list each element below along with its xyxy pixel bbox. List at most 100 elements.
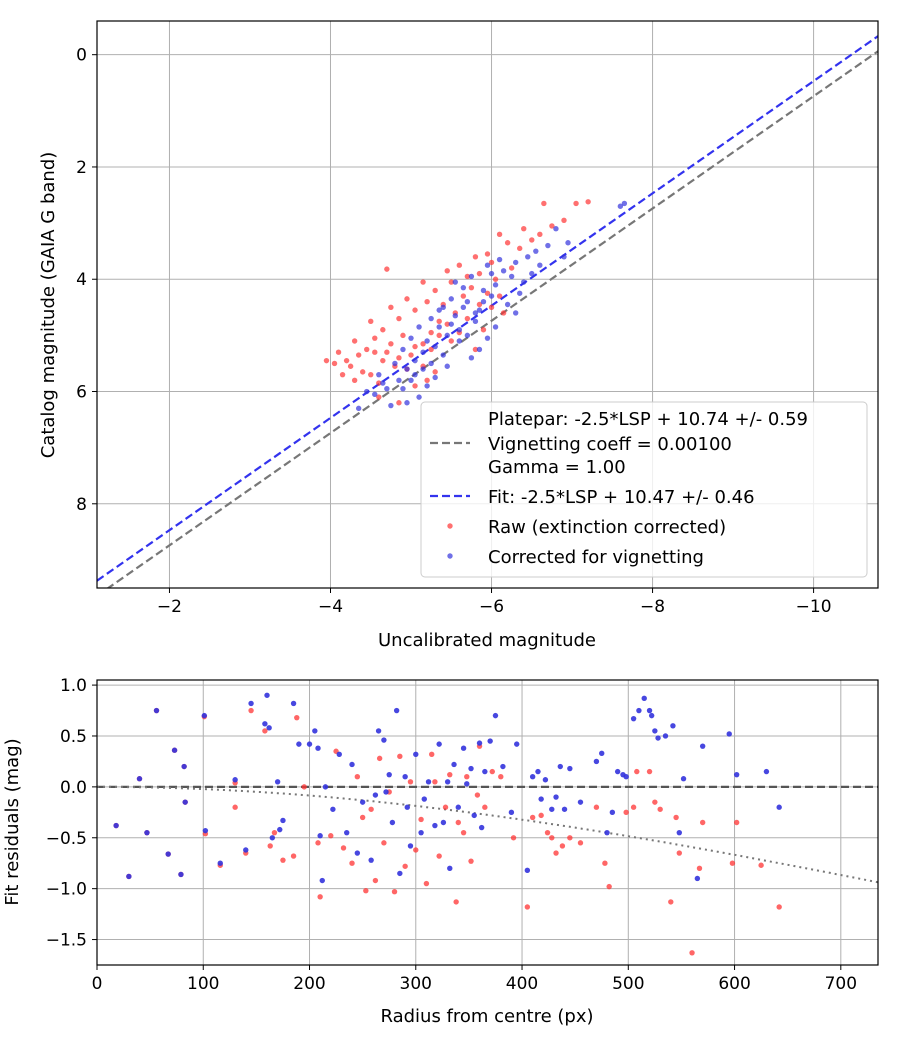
corrected-residual-point xyxy=(646,707,653,714)
raw-point xyxy=(476,301,483,308)
raw-point xyxy=(400,332,406,339)
raw-residual-point xyxy=(429,751,435,758)
corrected-point xyxy=(468,355,475,361)
raw-point xyxy=(573,200,579,207)
corrected-residual-point xyxy=(418,829,424,836)
raw-residual-point xyxy=(262,728,268,734)
legend-entry: Platepar: -2.5*LSP + 10.74 +/- 0.59 xyxy=(488,409,808,430)
corrected-point xyxy=(537,262,543,268)
corrected-point xyxy=(412,371,418,378)
corrected-point xyxy=(432,343,438,350)
corrected-residual-point xyxy=(201,712,208,719)
x-tick-label: 200 xyxy=(293,974,325,994)
corrected-point xyxy=(436,307,442,313)
corrected-residual-point xyxy=(553,794,559,800)
x-tick-label: 500 xyxy=(612,974,644,994)
corrected-residual-point xyxy=(182,799,188,805)
raw-point xyxy=(484,290,491,296)
corrected-point xyxy=(404,400,410,406)
corrected-point xyxy=(504,301,511,308)
corrected-point xyxy=(460,284,467,291)
raw-residual-point xyxy=(453,899,459,905)
corrected-point xyxy=(456,338,463,344)
corrected-residual-point xyxy=(577,799,584,805)
raw-residual-point xyxy=(553,850,559,856)
corrected-point xyxy=(420,366,426,372)
corrected-point xyxy=(452,279,458,285)
raw-residual-point xyxy=(696,865,703,872)
corrected-residual-point xyxy=(447,865,453,872)
raw-residual-point xyxy=(407,779,414,785)
raw-point xyxy=(351,338,358,344)
corrected-residual-point xyxy=(444,779,451,785)
raw-point xyxy=(412,383,418,389)
corrected-point xyxy=(617,203,624,209)
corrected-residual-point xyxy=(436,741,442,747)
x-tick-label: −2 xyxy=(157,597,182,617)
raw-residual-point xyxy=(447,771,453,778)
raw-point xyxy=(484,251,491,257)
corrected-residual-point xyxy=(171,747,178,753)
raw-point xyxy=(541,200,547,207)
x-tick-label: 400 xyxy=(506,974,538,994)
raw-point xyxy=(388,341,394,347)
corrected-residual-point xyxy=(393,707,400,714)
raw-point xyxy=(448,279,454,285)
corrected-point xyxy=(376,371,382,378)
corrected-residual-point xyxy=(319,877,325,884)
corrected-residual-point xyxy=(312,728,318,734)
raw-point xyxy=(488,304,495,311)
fit-line xyxy=(97,35,878,582)
raw-residual-point xyxy=(413,847,419,853)
raw-point xyxy=(380,357,386,364)
data-points xyxy=(113,692,782,956)
corrected-residual-point xyxy=(421,796,427,802)
corrected-point xyxy=(553,226,559,232)
y-tick-label: 0 xyxy=(76,46,87,66)
raw-point xyxy=(396,400,402,406)
corrected-point xyxy=(444,363,450,369)
legend-entry: Corrected for vignetting xyxy=(488,547,704,568)
corrected-residual-point xyxy=(464,781,470,787)
corrected-residual-point xyxy=(478,824,485,831)
raw-residual-point xyxy=(468,858,474,864)
x-tick-label: 100 xyxy=(187,974,219,994)
raw-point xyxy=(472,346,479,353)
corrected-point xyxy=(404,366,410,372)
corrected-residual-point xyxy=(514,741,520,747)
raw-point xyxy=(549,223,555,229)
raw-point xyxy=(472,254,479,260)
corrected-point xyxy=(420,349,426,355)
raw-residual-point xyxy=(340,845,347,851)
x-tick-label: 300 xyxy=(400,974,432,994)
corrected-residual-point xyxy=(482,768,488,775)
raw-point xyxy=(412,307,418,313)
corrected-residual-point xyxy=(599,750,605,756)
legend-entry: Raw (extinction corrected) xyxy=(488,517,726,538)
raw-point xyxy=(380,327,386,333)
raw-residual-point xyxy=(634,768,640,775)
corrected-point xyxy=(488,270,495,277)
raw-point xyxy=(408,352,414,358)
corrected-residual-point xyxy=(623,773,629,780)
y-tick-label: 4 xyxy=(76,270,87,290)
corrected-residual-point xyxy=(248,700,254,707)
corrected-residual-point xyxy=(181,763,187,770)
raw-point xyxy=(464,273,471,280)
legend-entry: Fit: -2.5*LSP + 10.47 +/- 0.46 xyxy=(488,487,755,508)
corrected-point xyxy=(476,307,483,313)
corrected-point xyxy=(355,405,362,412)
corrected-point xyxy=(388,402,394,409)
corrected-residual-point xyxy=(648,712,655,719)
corrected-residual-point xyxy=(655,735,661,741)
corrected-residual-point xyxy=(694,875,701,882)
raw-residual-point xyxy=(418,816,424,823)
corrected-residual-point xyxy=(726,731,732,737)
corrected-residual-point xyxy=(636,707,642,714)
plot-frame xyxy=(96,20,879,589)
corrected-point xyxy=(545,242,551,249)
corrected-residual-point xyxy=(670,723,676,729)
corrected-point xyxy=(561,254,567,260)
corrected-point xyxy=(517,290,523,296)
